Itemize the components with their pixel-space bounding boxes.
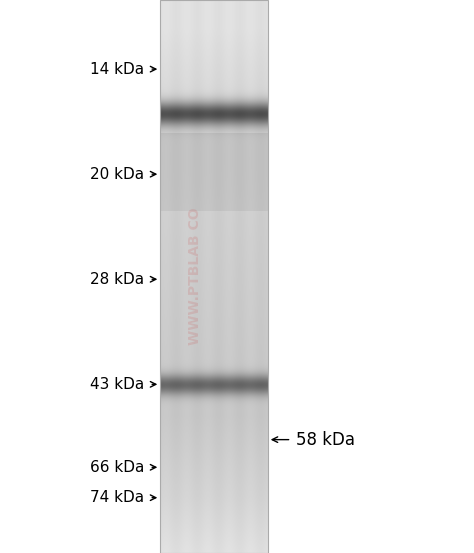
Text: 43 kDa: 43 kDa [91, 377, 145, 392]
Bar [160, 0, 268, 553]
Text: 74 kDa: 74 kDa [91, 490, 145, 505]
Text: 66 kDa: 66 kDa [90, 460, 145, 475]
Text: 58 kDa: 58 kDa [296, 431, 355, 448]
Text: 14 kDa: 14 kDa [91, 61, 145, 77]
Text: 20 kDa: 20 kDa [91, 166, 145, 182]
Text: 28 kDa: 28 kDa [91, 272, 145, 287]
Text: WWW.PTBLAB CO: WWW.PTBLAB CO [188, 208, 202, 345]
